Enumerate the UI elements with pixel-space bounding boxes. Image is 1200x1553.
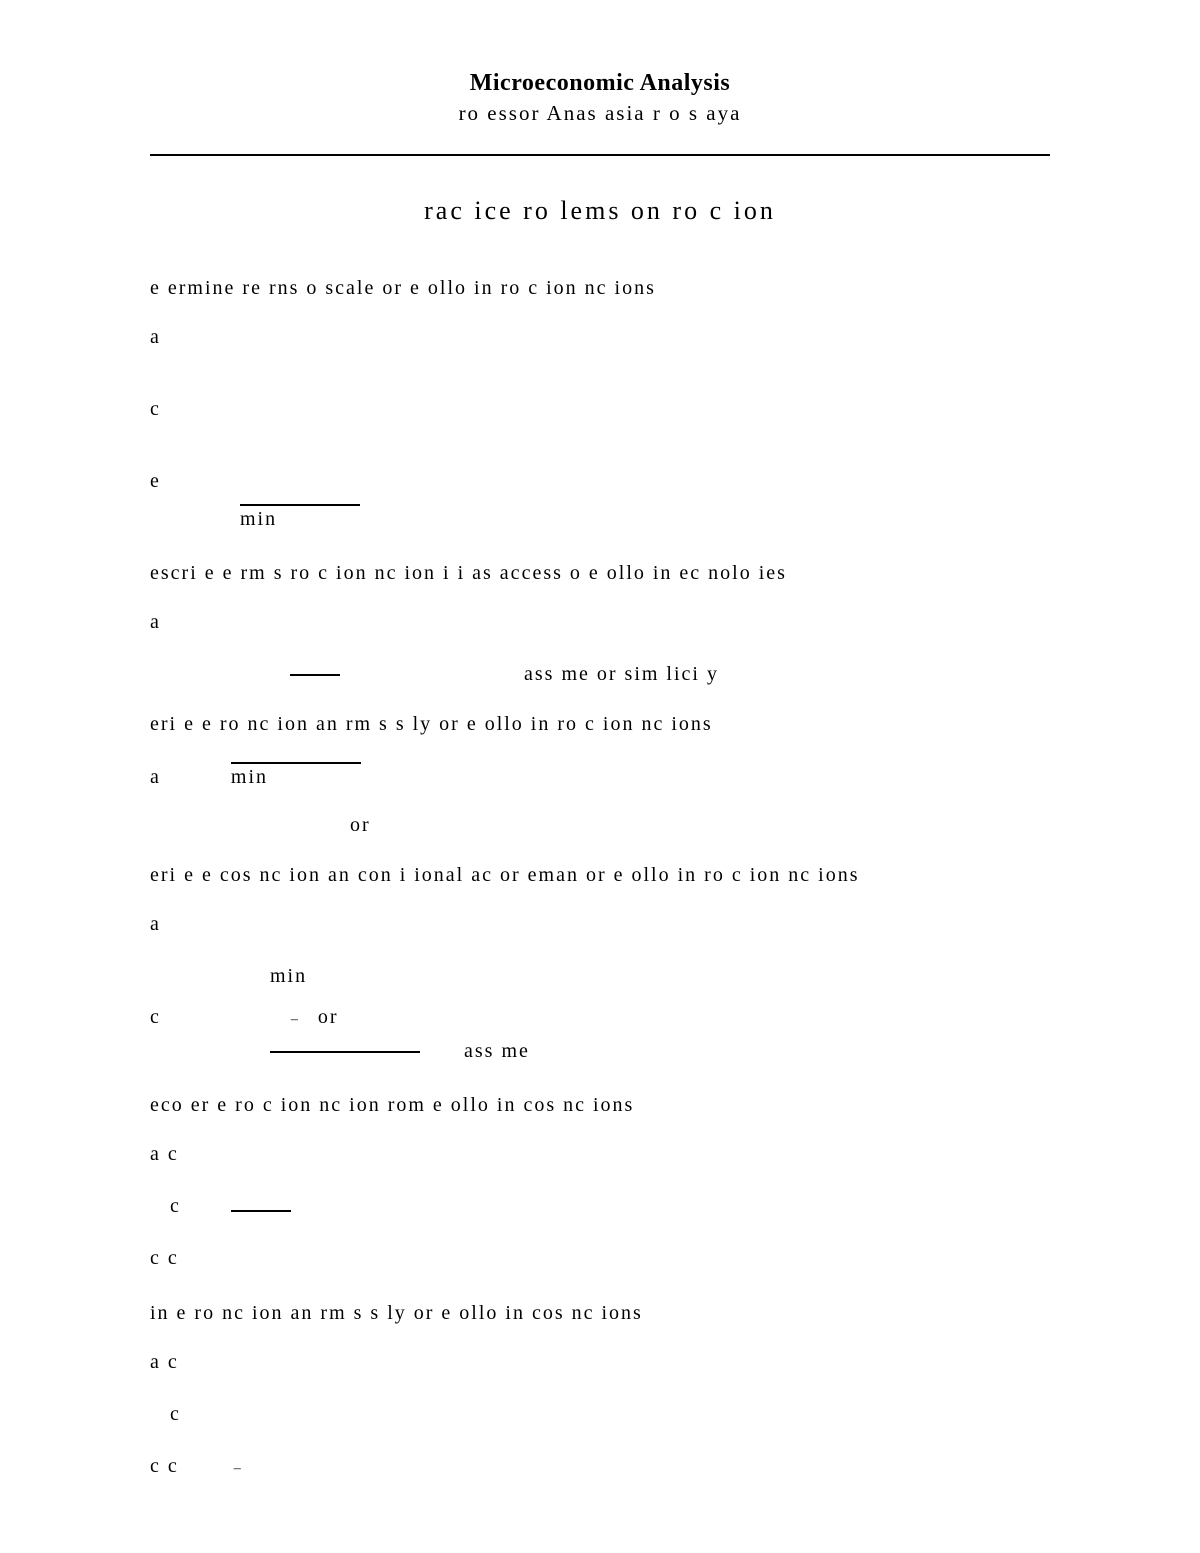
q4-a: a <box>150 913 1050 941</box>
q4-d-dash <box>270 1051 420 1053</box>
q6-c-label: c c <box>150 1455 179 1478</box>
q5-c: c c <box>150 1247 1050 1275</box>
q6-a: a c <box>150 1351 1050 1379</box>
q1-c: c <box>150 398 1050 426</box>
q3-a-label: a <box>150 766 161 789</box>
q2-b-dash <box>290 674 340 676</box>
q4-b-min: min <box>270 965 307 987</box>
q3-a: a min <box>150 762 1050 790</box>
document-page: Microeconomic Analysis ro essor Anas asi… <box>0 0 1200 1483</box>
q6-b: c <box>170 1403 1050 1431</box>
q4-c-or: or <box>318 1006 339 1029</box>
q4-b: min <box>270 965 1050 988</box>
q3-b-or: or <box>350 814 371 836</box>
q1-prompt: e ermine re rns o scale or e ollo in ro … <box>150 274 1050 302</box>
q2-b: ass me or sim lici y <box>290 663 1050 686</box>
q5-b: c <box>170 1195 1050 1223</box>
q6-c: c c – <box>150 1455 1050 1483</box>
q4-d: ass me <box>270 1040 1050 1063</box>
q6-prompt: in e ro nc ion an rm s s ly or e ollo in… <box>150 1299 1050 1327</box>
q1-e-overline: min <box>240 504 360 531</box>
q4-c-label: c <box>150 1006 161 1029</box>
header-rule <box>150 154 1050 156</box>
q3-a-overline: min <box>231 762 361 789</box>
section-title: rac ice ro lems on ro c ion <box>150 196 1050 226</box>
q1-e: e <box>150 470 1050 498</box>
q2-a: a <box>150 611 1050 639</box>
q4-prompt: eri e e cos nc ion an con i ional ac or … <box>150 861 1050 889</box>
q5-prompt: eco er e ro c ion nc ion rom e ollo in c… <box>150 1091 1050 1119</box>
course-title: Microeconomic Analysis <box>150 70 1050 97</box>
professor-line: ro essor Anas asia r o s aya <box>150 101 1050 126</box>
q1-a: a <box>150 326 1050 354</box>
q2-b-tail: ass me or sim lici y <box>524 663 719 685</box>
document-header: Microeconomic Analysis ro essor Anas asi… <box>150 70 1050 126</box>
q3-a-min: min <box>231 766 268 788</box>
q4-c: c – or <box>150 1006 1050 1034</box>
q3-b: or <box>350 814 1050 837</box>
q5-a: a c <box>150 1143 1050 1171</box>
q2-prompt: escri e e rm s ro c ion nc ion i i as ac… <box>150 559 1050 587</box>
q5-b-dash <box>231 1210 291 1212</box>
q1-e-min: min <box>240 508 277 530</box>
q4-d-assume: ass me <box>464 1040 530 1062</box>
q1-e-label: e <box>150 470 161 493</box>
q3-prompt: eri e e ro nc ion an rm s s ly or e ollo… <box>150 710 1050 738</box>
q1-e-sub: min <box>240 504 1050 531</box>
q5-b-label: c <box>170 1195 181 1218</box>
